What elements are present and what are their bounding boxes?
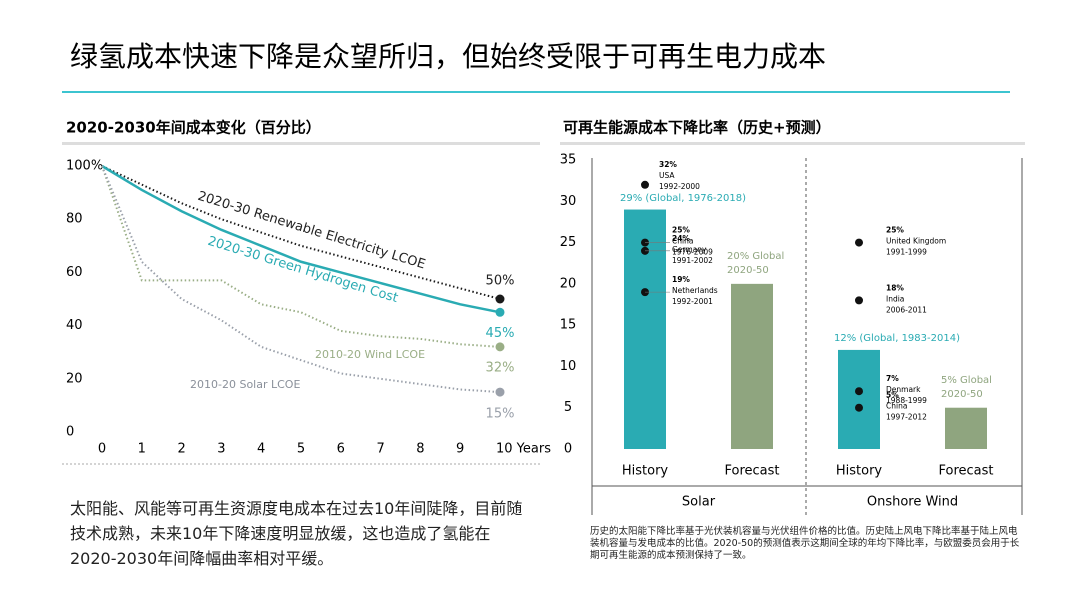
point-label: 5% bbox=[886, 391, 899, 400]
value-label-box: 29% (Global, 1976-2018) bbox=[620, 192, 746, 204]
y-tick-label: 60 bbox=[66, 265, 83, 280]
point-period: 1997-2012 bbox=[886, 413, 927, 422]
y-tick-label: 5 bbox=[564, 400, 572, 415]
point-period: 1988-1999 bbox=[886, 396, 927, 405]
value-label: 5% Global 2020-50 bbox=[941, 374, 992, 400]
point bbox=[855, 403, 863, 412]
line bbox=[101, 165, 501, 300]
point-period: 1992-2001 bbox=[672, 297, 713, 306]
end-point bbox=[495, 342, 505, 352]
chart-title: 2020-2030年间成本变化（百分比） bbox=[66, 119, 321, 137]
y-tick-label: 0 bbox=[564, 442, 572, 457]
point-country: Germany bbox=[672, 245, 707, 254]
x-tick-label: 5 bbox=[297, 442, 305, 457]
series-label: 2020-30 Renewable Electricity LCOE bbox=[196, 189, 427, 273]
point-country: China bbox=[672, 237, 693, 246]
end-point bbox=[495, 387, 505, 397]
value-label-box: 5% Global 2020-50 bbox=[941, 374, 992, 400]
y-tick-label: 40 bbox=[66, 318, 83, 333]
point-country: Denmark bbox=[886, 385, 921, 394]
value-label: 20% Global 2020-50 bbox=[727, 250, 785, 276]
y-tick-label: 20 bbox=[66, 371, 83, 386]
y-tick-label: 20 bbox=[560, 276, 577, 291]
point-label: 25% bbox=[672, 226, 690, 235]
y-tick-label: 30 bbox=[560, 194, 577, 209]
line bbox=[101, 165, 501, 394]
series-label: 2010-20 Solar LCOE bbox=[190, 378, 300, 391]
x-tick-label: 3 bbox=[217, 442, 225, 457]
footnote: 历史的太阳能下降比率基于光伏装机容量与光伏组件价格的比值。历史陆上风电下降比率基… bbox=[590, 526, 1020, 561]
point-country: United Kingdom bbox=[886, 237, 946, 246]
value-label: 12% (Global, 1983-2014) bbox=[834, 332, 960, 344]
point-period: 2006-2011 bbox=[886, 305, 927, 314]
bar bbox=[838, 349, 880, 449]
x-tick-label: 6 bbox=[337, 442, 345, 457]
y-tick-label: 0 bbox=[66, 425, 74, 440]
point-country: India bbox=[886, 294, 904, 303]
value-label: 50% bbox=[486, 274, 515, 289]
point-country: China bbox=[886, 402, 907, 411]
x-tick-label: 1 bbox=[138, 442, 146, 457]
x-tick-label: 8 bbox=[416, 442, 424, 457]
point bbox=[855, 238, 863, 247]
series-label: 2010-20 Wind LCOE bbox=[315, 348, 425, 361]
point-label: 24% bbox=[672, 234, 690, 243]
point-label: 32% bbox=[659, 160, 677, 169]
line bbox=[101, 165, 501, 348]
x-tick-label: 4 bbox=[257, 442, 265, 457]
point bbox=[855, 296, 863, 305]
title-underline bbox=[62, 142, 540, 145]
value-label: 15% bbox=[486, 407, 515, 422]
point-country: Netherlands bbox=[672, 286, 718, 295]
chart-title: 可再生能源成本下降比率（历史+预测） bbox=[563, 119, 831, 137]
x-tick-label: 0 bbox=[98, 442, 106, 457]
point-label: 18% bbox=[886, 283, 904, 292]
point-label: 19% bbox=[672, 275, 690, 284]
point-period: 1991-1999 bbox=[886, 248, 927, 257]
value-label: 32% bbox=[486, 360, 515, 375]
point bbox=[855, 387, 863, 396]
y-tick-label: 25 bbox=[560, 235, 577, 250]
body-text: 太阳能、风能等可再生资源度电成本在过去10年间陡降，目前随技术成熟，未来10年下… bbox=[70, 499, 523, 568]
point-label: 7% bbox=[886, 374, 899, 383]
point-period: 1991-2002 bbox=[672, 256, 713, 265]
x-tick-label: 7 bbox=[376, 442, 384, 457]
title-underline bbox=[560, 142, 1025, 145]
value-label-box: 20% Global 2020-50 bbox=[727, 250, 785, 276]
y-tick-label: 35 bbox=[560, 153, 577, 168]
point bbox=[641, 180, 649, 189]
x-tick-label: History bbox=[622, 464, 669, 479]
value-label: 45% bbox=[486, 326, 515, 341]
y-tick-label: 10 bbox=[560, 359, 577, 374]
group-label: Onshore Wind bbox=[867, 495, 958, 510]
x-tick-label: 2 bbox=[177, 442, 185, 457]
slide-title: 绿氢成本快速下降是众望所归，但始终受限于可再生电力成本 bbox=[70, 40, 826, 73]
point-period: 1976-2009 bbox=[672, 248, 713, 257]
x-tick-label: 9 bbox=[456, 442, 464, 457]
y-tick-label: 100% bbox=[66, 159, 103, 174]
x-tick-label: Forecast bbox=[724, 464, 779, 479]
point-country: USA bbox=[659, 171, 675, 180]
y-tick-label: 80 bbox=[66, 212, 83, 227]
line bbox=[101, 164, 501, 314]
x-tick-label: History bbox=[836, 464, 883, 479]
x-tick-label: Forecast bbox=[938, 464, 993, 479]
value-label-box: 12% (Global, 1983-2014) bbox=[834, 332, 960, 344]
end-point bbox=[495, 294, 505, 304]
point-label: 25% bbox=[886, 226, 904, 235]
point-period: 1992-2000 bbox=[659, 182, 700, 191]
bar bbox=[945, 407, 987, 449]
value-label: 29% (Global, 1976-2018) bbox=[620, 192, 746, 204]
end-point bbox=[495, 307, 505, 317]
y-tick-label: 15 bbox=[560, 318, 577, 333]
x-tick-label: 10 Years bbox=[496, 442, 551, 457]
group-label: Solar bbox=[682, 495, 716, 510]
bar bbox=[731, 283, 773, 449]
